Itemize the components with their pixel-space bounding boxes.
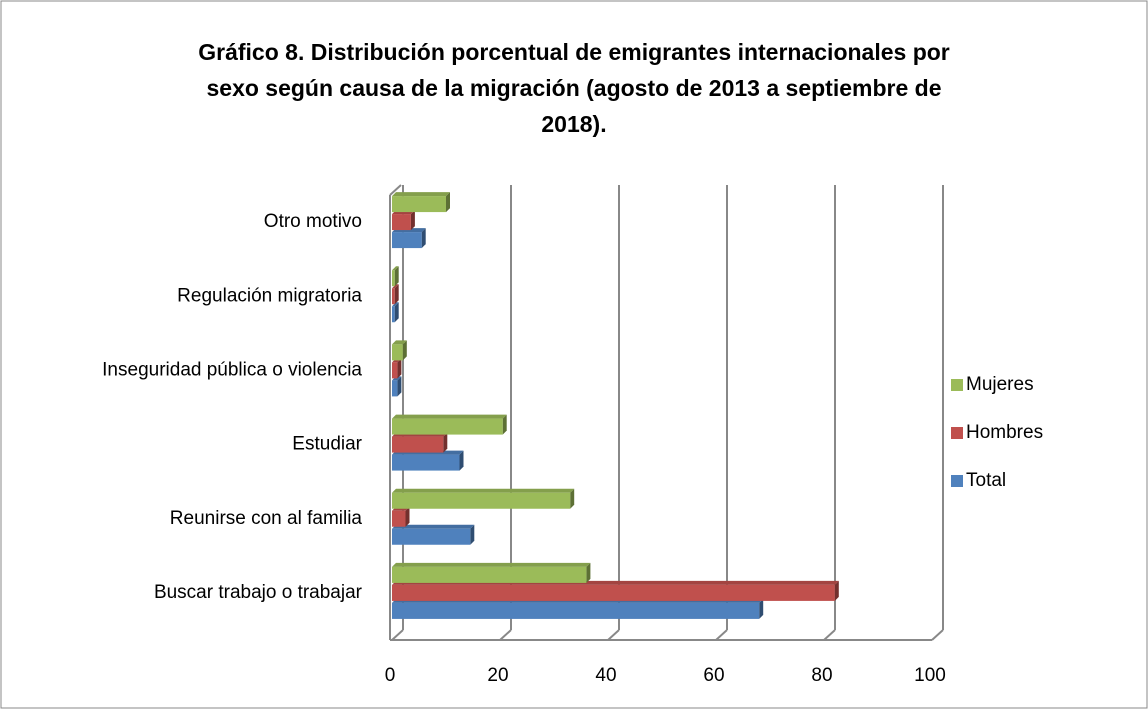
bar-top (392, 266, 399, 271)
legend-label: Mujeres (966, 374, 1034, 395)
bar-side (502, 414, 507, 435)
y-tick-label: Regulación migratoria (177, 285, 362, 306)
grid-line (931, 629, 944, 641)
bar-side (834, 580, 839, 601)
bar-top (392, 340, 407, 345)
y-tick-label: Estudiar (292, 434, 362, 455)
bar (392, 196, 446, 213)
grid-line (391, 629, 404, 641)
bar (392, 344, 403, 361)
bar (392, 454, 460, 471)
bar (392, 418, 503, 435)
bar (392, 436, 444, 453)
bar-side (446, 192, 450, 213)
bar-side (397, 358, 402, 379)
bar-side (394, 302, 399, 323)
bar-side (443, 432, 448, 453)
bar (392, 362, 398, 379)
bar-side (586, 562, 591, 583)
bar-side (405, 506, 410, 527)
x-tick-label: 80 (811, 665, 832, 686)
bar (392, 492, 571, 509)
left-wall (389, 184, 402, 196)
grid-line (823, 629, 836, 641)
bar-side (421, 228, 426, 249)
y-tick-label: Inseguridad pública o violencia (102, 359, 362, 380)
legend-swatch (951, 475, 963, 487)
chart-title: Gráfico 8. Distribución porcentual de em… (198, 39, 950, 137)
grid-line (499, 629, 512, 641)
bar (392, 270, 395, 287)
bar (392, 510, 406, 527)
bar (392, 528, 471, 545)
y-tick-label: Reunirse con al familia (170, 508, 363, 529)
bar-top (392, 524, 475, 529)
bar (392, 602, 760, 619)
bar-top (392, 284, 399, 289)
bar (392, 380, 398, 397)
x-tick-label: 100 (914, 665, 946, 686)
grid-line (715, 629, 728, 641)
bar-side (470, 524, 475, 545)
bar-top (392, 562, 591, 567)
bar-side (570, 488, 575, 509)
bar (392, 232, 422, 249)
bar (392, 214, 411, 231)
bar-side (459, 450, 464, 471)
bar-side (394, 284, 399, 305)
bar-side (394, 266, 399, 287)
bar (392, 288, 395, 305)
legend-swatch (951, 379, 963, 391)
y-tick-label: Buscar trabajo o trabajar (154, 582, 363, 603)
x-tick-label: 60 (703, 665, 724, 686)
grid-line (607, 629, 620, 641)
bar-side (759, 598, 764, 619)
legend-swatch (951, 427, 963, 439)
bar-top (392, 302, 399, 307)
bar-side (397, 376, 402, 397)
bar-side (402, 340, 407, 361)
bar (392, 566, 587, 583)
bar-top (392, 488, 575, 493)
x-tick-label: 40 (595, 665, 616, 686)
legend-label: Total (966, 470, 1006, 491)
bar-top (392, 414, 507, 419)
x-tick-label: 0 (385, 665, 396, 686)
bar-top (392, 192, 450, 197)
bar-side (410, 210, 415, 231)
bar (392, 306, 395, 323)
y-tick-label: Otro motivo (264, 211, 362, 232)
bar (392, 584, 835, 601)
legend-label: Hombres (966, 422, 1043, 443)
x-tick-label: 20 (487, 665, 508, 686)
